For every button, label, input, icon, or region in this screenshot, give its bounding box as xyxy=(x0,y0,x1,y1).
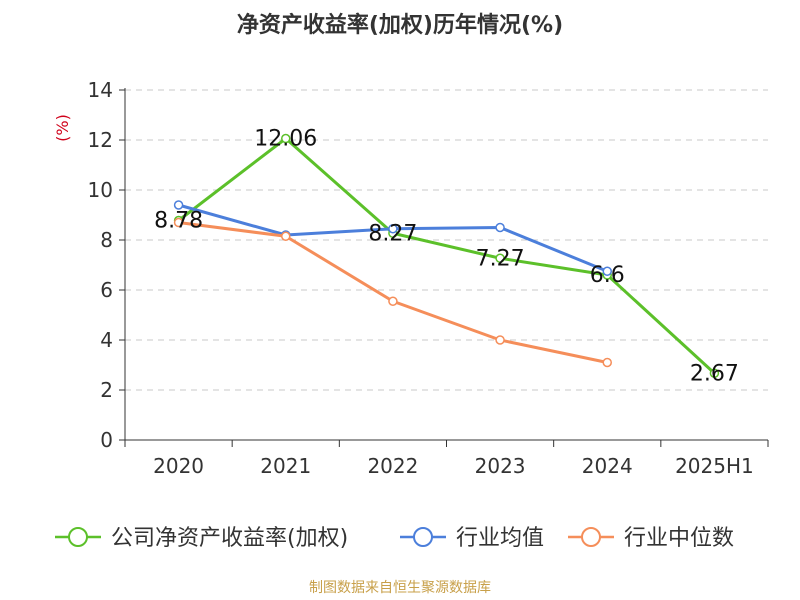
y-tick-label: 2 xyxy=(100,378,113,402)
x-tick-label: 2023 xyxy=(475,454,526,478)
y-tick-label: 6 xyxy=(100,278,113,302)
series-point-2 xyxy=(173,217,184,228)
data-label: 6.6 xyxy=(590,263,625,288)
series-point-1 xyxy=(173,200,184,210)
data-labels: 8.78 12.06 8.27 7.27 6.6 2.67 xyxy=(154,127,739,387)
y-axis-label: (%) xyxy=(53,114,72,142)
legend-label-1: 行业均值 xyxy=(456,526,544,551)
data-label: 7.27 xyxy=(476,246,525,271)
legend: 公司净资产收益率(加权) 行业均值 行业中位数 xyxy=(55,526,734,551)
x-tick-label: 2021 xyxy=(260,454,311,478)
series-point-1 xyxy=(495,222,505,233)
series-point-2 xyxy=(281,231,291,241)
series-point-0 xyxy=(281,133,291,144)
y-tick-label: 8 xyxy=(100,228,113,252)
series-line-0 xyxy=(177,137,716,375)
series-point-0 xyxy=(495,253,505,263)
series-point-2 xyxy=(602,357,612,368)
data-label: 12.06 xyxy=(254,127,317,152)
legend-marker-2 xyxy=(581,527,601,547)
series-point-0 xyxy=(709,368,720,378)
legend-label-0: 公司净资产收益率(加权) xyxy=(111,526,348,551)
source-note: 制图数据来自恒生聚源数据库 xyxy=(309,580,491,596)
x-tick-label: 2024 xyxy=(582,454,633,478)
series-point-2 xyxy=(388,296,398,306)
series-lines xyxy=(173,133,720,378)
series-point-1 xyxy=(602,266,612,276)
data-label: 2.67 xyxy=(690,361,739,386)
series-point-1 xyxy=(388,224,398,234)
legend-label-2: 行业中位数 xyxy=(624,526,734,551)
y-tick-label: 0 xyxy=(100,428,113,452)
y-tick-label: 10 xyxy=(88,178,113,202)
legend-marker-1 xyxy=(413,527,433,547)
data-label: 8.78 xyxy=(154,209,203,234)
y-tick-label: 14 xyxy=(88,78,113,102)
y-tick-label: 12 xyxy=(88,128,113,152)
legend-marker-0 xyxy=(68,527,88,547)
chart-title: 净资产收益率(加权)历年情况(%) xyxy=(237,12,563,38)
y-tick-label: 4 xyxy=(100,328,113,352)
x-tick-label: 2025H1 xyxy=(675,454,754,478)
x-tick-label: 2020 xyxy=(153,454,204,478)
data-label: 8.27 xyxy=(368,221,417,246)
axes: 0 2 4 6 8 10 12 14 2020 2021 2022 2023 2024 2025H1 xyxy=(88,78,769,478)
gridlines xyxy=(125,89,768,391)
series-point-2 xyxy=(495,335,505,345)
x-tick-label: 2022 xyxy=(367,454,418,478)
